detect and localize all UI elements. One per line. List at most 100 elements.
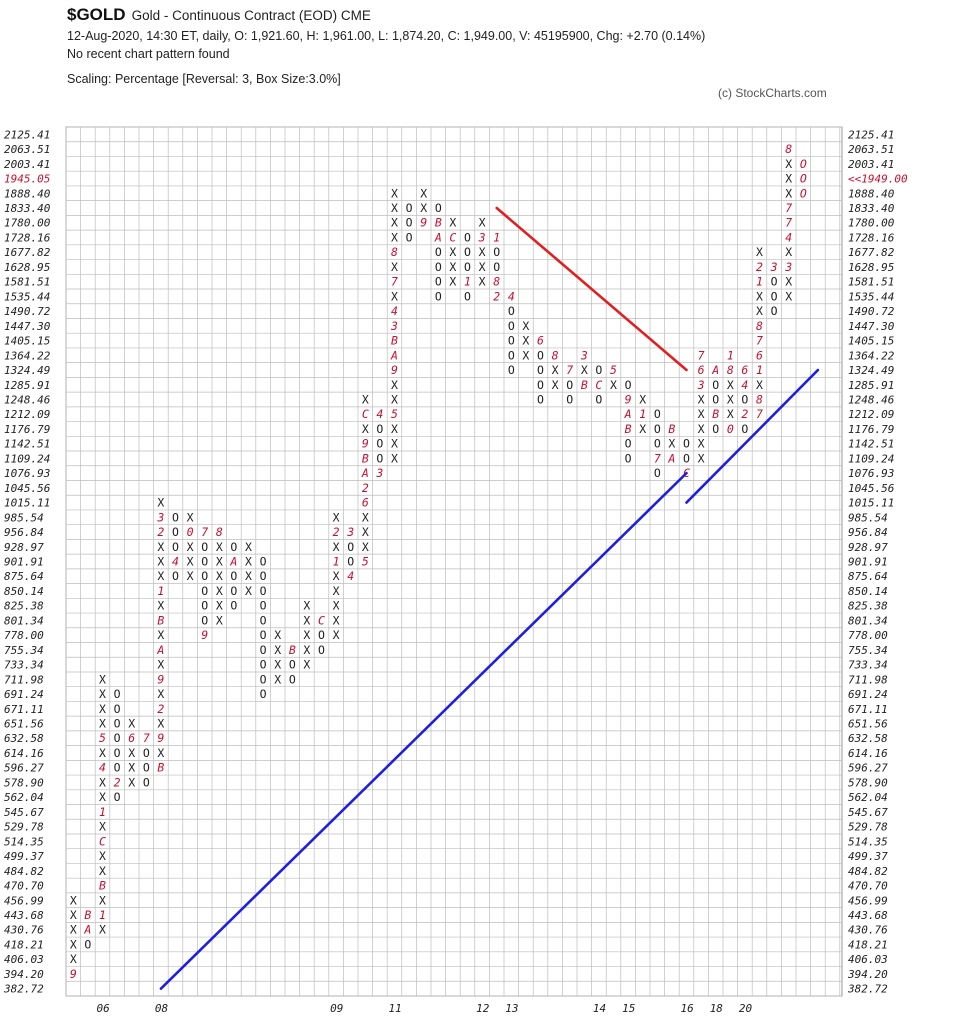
pnf-o-box: 4 xyxy=(508,289,515,303)
pnf-x-box: X xyxy=(128,746,135,760)
pnf-x-box: 3 xyxy=(784,260,792,274)
pnf-o-box: O xyxy=(114,702,121,716)
pnf-o-box: O xyxy=(143,761,150,775)
pnf-o-box: O xyxy=(493,260,500,274)
pnf-x-box: X xyxy=(157,717,164,731)
pnf-o-box: O xyxy=(376,451,383,465)
pnf-x-box: X xyxy=(362,392,369,406)
left-price-label: 614.16 xyxy=(4,747,44,760)
right-price-label: 484.82 xyxy=(848,865,888,878)
pnf-x-box: B xyxy=(581,378,588,392)
pnf-x-box: X xyxy=(157,599,164,613)
pnf-x-box: X xyxy=(391,216,398,230)
pnf-x-box: X xyxy=(727,392,734,406)
left-price-label: 1142.51 xyxy=(4,438,50,451)
left-price-label: 733.34 xyxy=(4,659,44,672)
pnf-x-box: X xyxy=(333,540,340,554)
left-price-label: 2125.41 xyxy=(4,128,50,141)
pnf-x-box: 3 xyxy=(390,319,398,333)
pnf-o-box: 4 xyxy=(347,569,354,583)
pnf-x-box: X xyxy=(522,334,529,348)
left-price-label: 2003.41 xyxy=(4,158,50,171)
right-price-label: 1405.15 xyxy=(848,335,894,348)
left-price-label: 1447.30 xyxy=(4,320,51,333)
pnf-x-box: X xyxy=(756,304,763,318)
right-price-label: 1833.40 xyxy=(848,202,895,215)
pnf-x-box: X xyxy=(333,510,340,524)
pnf-x-box: X xyxy=(756,245,763,259)
pnf-x-box: X xyxy=(99,849,106,863)
left-price-label: 394.20 xyxy=(3,968,44,981)
pnf-x-box: X xyxy=(698,407,705,421)
pnf-x-box: 3 xyxy=(478,230,486,244)
pnf-o-box: 9 xyxy=(201,628,208,642)
right-price-label: 671.11 xyxy=(848,703,888,716)
pnf-x-box: X xyxy=(639,392,646,406)
price-stats: 12-Aug-2020, 14:30 ET, daily, O: 1,921.6… xyxy=(67,29,706,43)
pnf-o-box: O xyxy=(172,540,179,554)
pnf-x-box: 9 xyxy=(420,216,427,230)
right-price-label: 1285.91 xyxy=(848,379,894,392)
right-price-label: 956.84 xyxy=(848,526,888,539)
left-price-label: 1945.05 xyxy=(4,173,50,186)
right-price-label: 651.56 xyxy=(848,718,888,731)
right-price-label: 1248.46 xyxy=(848,393,895,406)
pnf-x-box: B xyxy=(157,613,164,627)
pnf-o-box: 8 xyxy=(493,275,500,289)
pnf-o-box: O xyxy=(464,230,471,244)
right-price-label: 1581.51 xyxy=(848,276,894,289)
pnf-o-box: O xyxy=(406,230,413,244)
right-price-label: 928.97 xyxy=(848,541,888,554)
trendline xyxy=(685,368,820,504)
pnf-x-box: B xyxy=(391,334,398,348)
pnf-x-box: X xyxy=(99,893,106,907)
pnf-o-box: 7 xyxy=(143,731,150,745)
right-price-label: 2125.41 xyxy=(848,128,894,141)
pnf-o-box: O xyxy=(654,407,661,421)
pnf-x-box: X xyxy=(128,761,135,775)
pnf-x-box: X xyxy=(391,422,398,436)
right-price-label: 578.90 xyxy=(848,776,888,789)
right-price-label: 1628.95 xyxy=(848,261,894,274)
left-price-label: 850.14 xyxy=(4,585,44,598)
left-price-label: 514.35 xyxy=(4,835,44,848)
pnf-x-box: B xyxy=(99,879,106,893)
pnf-x-box: X xyxy=(420,201,427,215)
pnf-o-box: A xyxy=(229,555,237,569)
pnf-x-box: X xyxy=(99,790,106,804)
pnf-x-box: X xyxy=(668,437,675,451)
pnf-o-box: O xyxy=(435,289,442,303)
pnf-o-box: O xyxy=(114,687,121,701)
left-price-label: 1364.22 xyxy=(4,349,51,362)
pnf-o-box: O xyxy=(230,540,237,554)
pnf-x-box: X xyxy=(303,643,310,657)
left-price-label: 1581.51 xyxy=(4,276,50,289)
x-tick-label: 09 xyxy=(330,1002,343,1015)
pnf-x-box: X xyxy=(157,540,164,554)
pnf-x-box: X xyxy=(303,658,310,672)
pnf-o-box: O xyxy=(493,245,500,259)
chart-title: $GOLD Gold - Continuous Contract (EOD) CM… xyxy=(67,5,371,25)
pnf-o-box: 1 xyxy=(464,275,471,289)
pnf-x-box: X xyxy=(70,908,77,922)
pnf-o-box: O xyxy=(201,599,208,613)
pnf-o-box: O xyxy=(464,289,471,303)
left-price-label: 1076.93 xyxy=(4,467,50,480)
pnf-x-box: X xyxy=(216,555,223,569)
pnf-o-box: O xyxy=(712,422,719,436)
right-price-label: 596.27 xyxy=(848,762,888,775)
left-price-label: 778.00 xyxy=(4,629,44,642)
pnf-x-box: 1 xyxy=(756,363,763,377)
pnf-o-box: O xyxy=(376,422,383,436)
left-price-label: 470.70 xyxy=(4,880,44,893)
left-price-label: 632.58 xyxy=(4,732,44,745)
pnf-x-box: X xyxy=(479,260,486,274)
pnf-x-box: X xyxy=(216,569,223,583)
pnf-o-box: 3 xyxy=(375,466,383,480)
pnf-o-box: O xyxy=(114,731,121,745)
pnf-x-box: X xyxy=(391,260,398,274)
pnf-o-box: O xyxy=(201,584,208,598)
pnf-marks: XXXXX9BAOXXXX5X4XX1XCXXBX1XOOOOOO2OX6XXX… xyxy=(70,142,807,981)
pnf-x-box: X xyxy=(70,923,77,937)
pnf-x-box: 8 xyxy=(216,525,223,539)
